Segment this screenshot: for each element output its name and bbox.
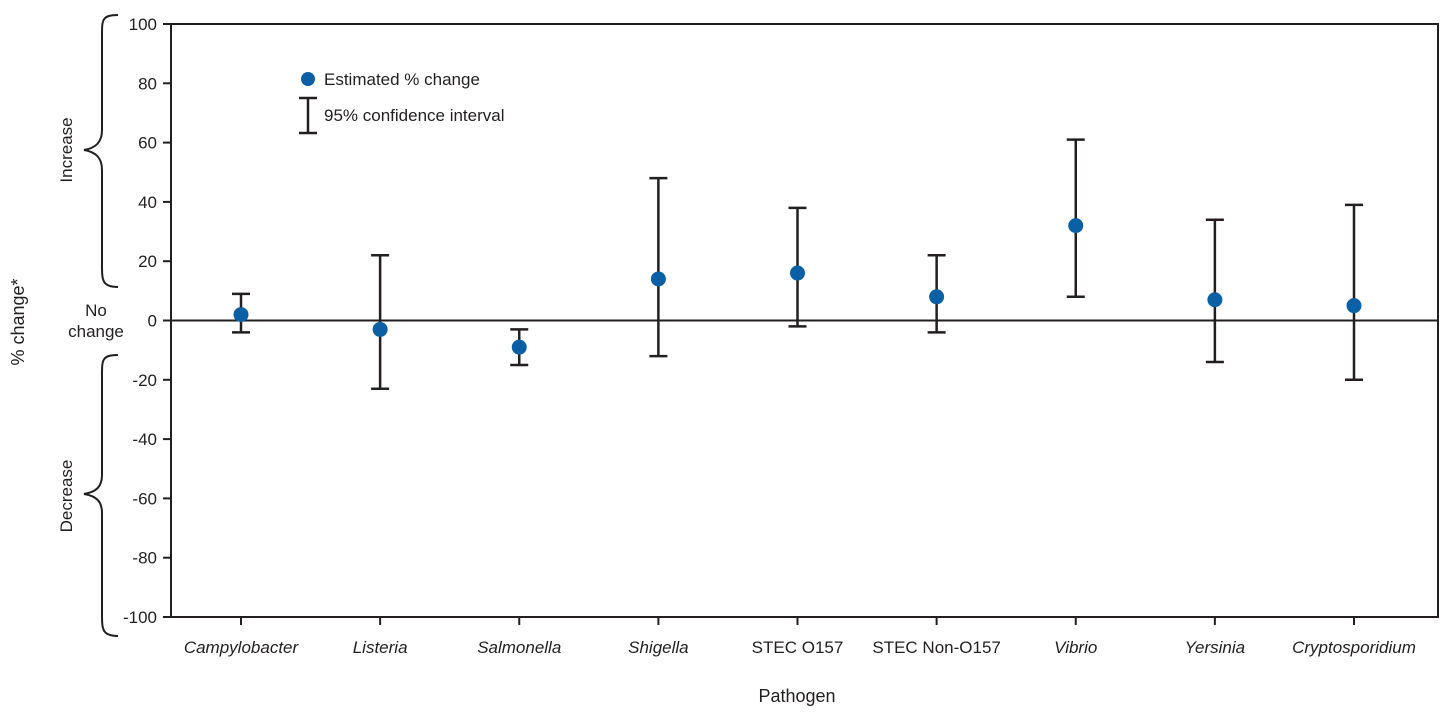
x-axis: Campylobacter Listeria Salmonella Shigella S… xyxy=(184,617,1416,657)
increase-label: Increase xyxy=(57,117,76,182)
data-point xyxy=(233,307,249,323)
x-axis-title: Pathogen xyxy=(758,686,835,706)
y-tick-label: -20 xyxy=(132,371,157,390)
no-change-label-line1: No xyxy=(85,301,107,320)
errorbar xyxy=(649,176,668,358)
y-tick-label: 40 xyxy=(138,193,157,212)
y-axis-title: % change* xyxy=(8,278,28,365)
decrease-label: Decrease xyxy=(57,460,76,533)
errorbar xyxy=(1345,203,1363,382)
increase-bracket xyxy=(83,14,119,288)
legend-point-marker xyxy=(301,72,315,86)
annotations: Increase Decrease No change xyxy=(57,14,124,637)
y-tick-label: -80 xyxy=(132,549,157,568)
y-tick-label: -40 xyxy=(132,430,157,449)
y-tick-label: -100 xyxy=(123,608,157,627)
errorbars-layer xyxy=(232,138,1363,390)
x-tick-label: Shigella xyxy=(628,638,689,657)
x-tick-label: STEC O157 xyxy=(752,638,844,657)
y-tick-label: 0 xyxy=(148,312,157,331)
y-tick-label: 80 xyxy=(138,74,157,93)
data-point xyxy=(1068,218,1084,234)
data-point xyxy=(1346,298,1362,314)
points-layer xyxy=(233,218,1362,355)
decrease-bracket xyxy=(83,354,119,637)
data-point xyxy=(650,271,666,287)
x-tick-label: Cryptosporidium xyxy=(1292,638,1416,657)
y-tick-label: 100 xyxy=(129,15,157,34)
no-change-label-line2: change xyxy=(68,322,124,341)
data-point xyxy=(929,289,945,305)
legend-point-label: Estimated % change xyxy=(324,70,480,89)
x-tick-label: Campylobacter xyxy=(184,638,300,657)
y-tick-label: 60 xyxy=(138,134,157,153)
x-tick-label: STEC Non-O157 xyxy=(872,638,1001,657)
y-tick-label: -60 xyxy=(132,489,157,508)
data-point xyxy=(511,339,527,355)
x-tick-label: Listeria xyxy=(353,638,408,657)
x-tick-label: Vibrio xyxy=(1054,638,1097,657)
y-axis: 100 80 60 40 20 0 -20 -40 -60 -80 -100 xyxy=(123,15,171,627)
x-tick-label: Salmonella xyxy=(477,638,561,657)
legend: Estimated % change 95% confidence interv… xyxy=(299,70,505,135)
y-tick-label: 20 xyxy=(138,252,157,271)
data-point xyxy=(790,265,805,281)
errorbar xyxy=(1205,218,1224,364)
legend-errorbar-marker xyxy=(299,96,317,135)
x-tick-label: Yersinia xyxy=(1185,638,1245,657)
data-point xyxy=(372,321,388,337)
legend-errorbar-label: 95% confidence interval xyxy=(324,106,505,125)
data-point xyxy=(1207,292,1223,308)
